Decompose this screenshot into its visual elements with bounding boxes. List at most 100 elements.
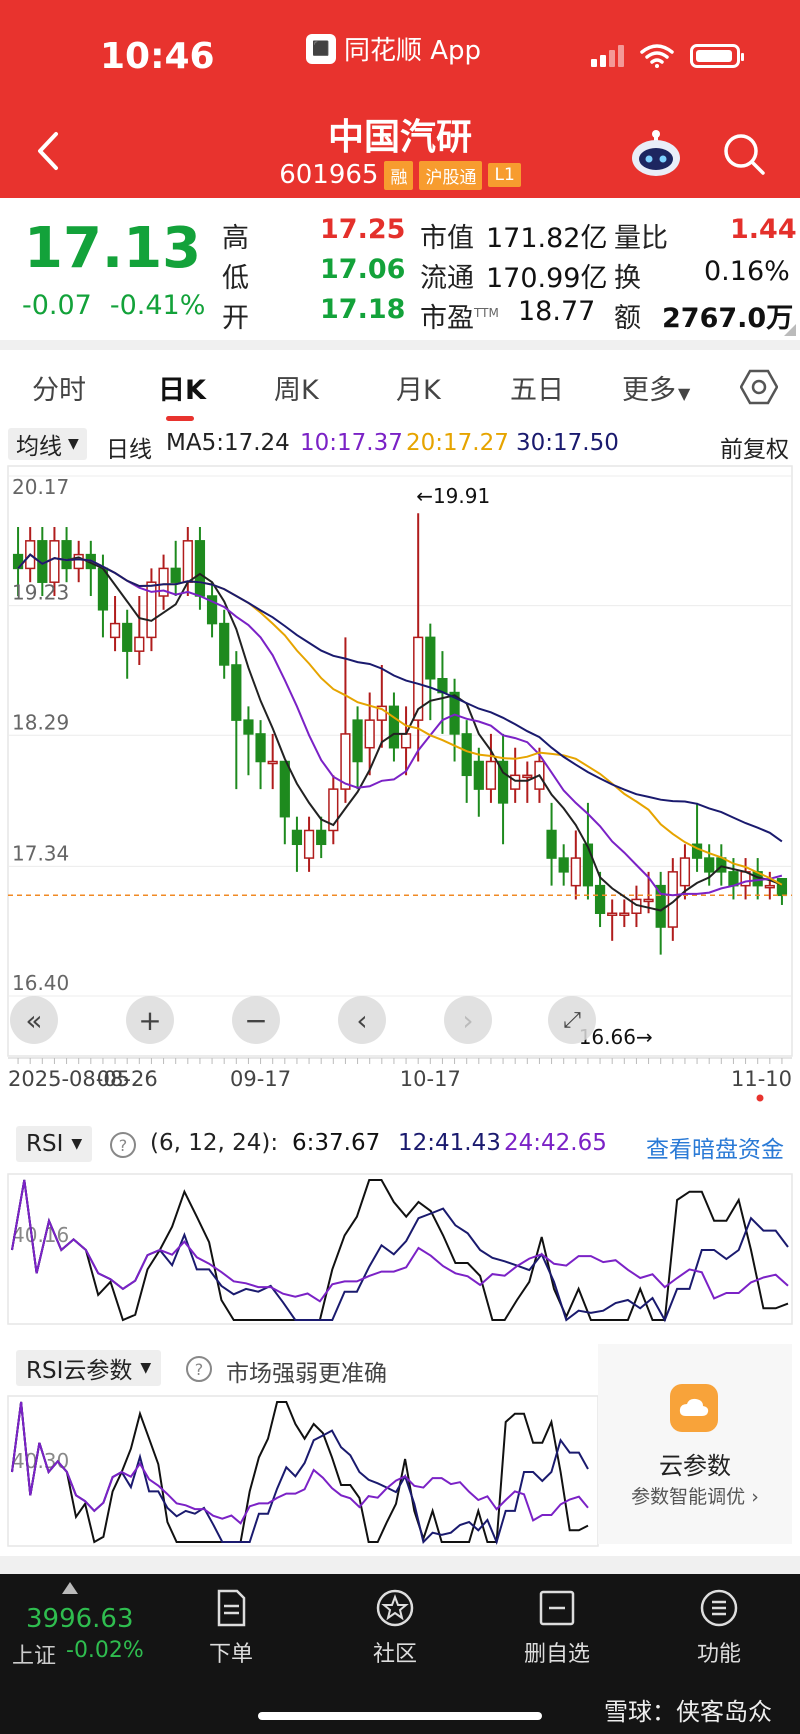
- app-indicator[interactable]: ⬛ 同花顺 App: [306, 30, 481, 67]
- order-document-icon: [217, 1589, 246, 1627]
- rsi-cloud-chart[interactable]: 40.30: [0, 1394, 600, 1550]
- candle-up: [522, 774, 533, 779]
- help-icon[interactable]: ?: [186, 1356, 212, 1382]
- candle-down: [170, 567, 181, 583]
- tag-margin: 融: [384, 160, 414, 190]
- wifi-icon: [640, 44, 674, 68]
- tab-weekly-k[interactable]: 周K: [274, 375, 319, 406]
- index-value[interactable]: 3996.63: [26, 1604, 134, 1634]
- y-tick-label: 16.40: [12, 971, 69, 995]
- home-indicator[interactable]: [258, 1712, 542, 1720]
- kline-chart[interactable]: 20.1719.2318.2917.3416.40←19.9116.66→202…: [0, 464, 800, 1114]
- ma-type-select[interactable]: 均线 ▼: [8, 428, 87, 460]
- stock-name: 中国汽研: [327, 117, 472, 158]
- scroll-right-button[interactable]: ›: [444, 996, 492, 1044]
- candle-up: [146, 581, 157, 639]
- caret-up-icon: [62, 1582, 78, 1594]
- rsi-panel: RSI ▼ ? (6, 12, 24): 6:37.67 12:41.43 24:…: [0, 1114, 800, 1334]
- mktcap-label: 市值: [420, 223, 474, 254]
- candle-down: [449, 691, 460, 735]
- rsi-chart[interactable]: 40.16: [0, 1172, 800, 1332]
- tab-five-day[interactable]: 五日: [510, 375, 564, 406]
- rewind-button[interactable]: «: [10, 996, 58, 1044]
- candle-up: [679, 857, 691, 887]
- settings-hexagon-icon[interactable]: [740, 368, 778, 406]
- high-annotation: ←19.91: [416, 484, 490, 508]
- pe-label: 市盈TTM: [420, 303, 499, 334]
- battery-icon: [690, 44, 744, 68]
- candle-up: [364, 719, 375, 749]
- chart-tabs: 分时 日K 周K 月K 五日 更多 ▼: [0, 350, 800, 424]
- candle-down: [279, 760, 290, 818]
- rsi-cloud-select[interactable]: RSI云参数 ▼: [16, 1350, 162, 1386]
- rsi-select[interactable]: RSI ▼: [16, 1126, 93, 1162]
- robot-assistant-icon[interactable]: [630, 128, 682, 178]
- cloud-card-title: 云参数: [659, 1452, 731, 1480]
- float-value: 170.99亿: [486, 263, 608, 294]
- signal-icon: [591, 45, 624, 67]
- cloud-rsi-short-line: [11, 1401, 589, 1544]
- ma-period-label: 日线: [106, 437, 152, 463]
- turnover-value: 0.16%: [704, 256, 790, 287]
- caret-down-icon: ▼: [68, 436, 79, 452]
- candle-down: [219, 622, 230, 666]
- ma5-line: [17, 553, 783, 912]
- adjust-mode[interactable]: 前复权: [720, 437, 789, 463]
- scroll-left-button[interactable]: ‹: [338, 996, 386, 1044]
- fullscreen-button[interactable]: ⤢: [548, 996, 596, 1044]
- index-name[interactable]: 上证: [12, 1644, 57, 1669]
- community-label: 社区: [372, 1642, 417, 1667]
- candle-down: [655, 884, 666, 928]
- candle-down: [61, 540, 72, 570]
- candle-up: [340, 733, 351, 790]
- order-button[interactable]: 下单: [176, 1588, 286, 1668]
- candle-up: [619, 912, 630, 916]
- functions-label: 功能: [696, 1642, 741, 1667]
- zoom-out-button[interactable]: −: [232, 996, 280, 1044]
- candle-down: [388, 705, 400, 749]
- ma20-value: 20:17.27: [406, 430, 509, 456]
- candle-down: [461, 733, 472, 777]
- candle-up: [158, 567, 169, 597]
- tab-intraday[interactable]: 分时: [32, 375, 86, 406]
- search-icon[interactable]: [720, 130, 768, 178]
- tab-more[interactable]: 更多 ▼: [622, 375, 691, 406]
- x-tick-label: 11-10: [731, 1067, 792, 1091]
- tab-monthly-k[interactable]: 月K: [396, 375, 441, 406]
- dark-pool-link[interactable]: 查看暗盘资金: [646, 1137, 784, 1163]
- change-percent: -0.41%: [109, 290, 206, 321]
- community-star-icon: [376, 1589, 414, 1627]
- remove-watchlist-button[interactable]: 删自选: [502, 1588, 612, 1668]
- kline-chart-area[interactable]: 20.17 19.23 18.29 17.34 16.40 ←19.91 16.66→ 202…: [0, 464, 800, 1114]
- tab-daily-k[interactable]: 日K: [158, 375, 206, 406]
- active-tab-indicator: [166, 416, 194, 421]
- candle-down: [243, 719, 254, 735]
- community-button[interactable]: 社区: [340, 1588, 450, 1668]
- rsi24-line: [11, 1179, 789, 1303]
- candle-down: [352, 719, 363, 763]
- candle-down: [255, 733, 266, 763]
- header: 10:46 ⬛ 同花顺 App 中国汽研 601965 融 沪股通 L1: [0, 0, 800, 198]
- candle-down: [122, 622, 133, 652]
- candle-up: [400, 733, 412, 749]
- candle-up: [413, 636, 424, 721]
- watermark: 雪球：侠客岛众: [604, 1698, 772, 1726]
- candle-down: [194, 540, 206, 597]
- index-change[interactable]: -0.02%: [66, 1638, 144, 1663]
- help-icon[interactable]: ?: [110, 1132, 136, 1158]
- remove-square-icon: [539, 1590, 575, 1626]
- last-price: 17.13: [24, 216, 202, 281]
- candle-up: [134, 636, 145, 652]
- ma30-line: [17, 553, 783, 843]
- expand-corner-icon[interactable]: [784, 324, 796, 336]
- zoom-in-button[interactable]: +: [126, 996, 174, 1044]
- ma20-line: [17, 553, 783, 886]
- candle-down: [776, 878, 788, 897]
- caret-down-icon: ▼: [140, 1360, 152, 1376]
- cloud-params-card[interactable]: 云参数 参数智能调优 ›: [598, 1344, 792, 1544]
- functions-button[interactable]: 功能: [664, 1588, 774, 1668]
- amount-value: 2767.0万: [662, 303, 794, 334]
- back-button[interactable]: [30, 126, 70, 176]
- system-icons: [591, 44, 744, 68]
- app-logo-icon: ⬛: [306, 33, 336, 64]
